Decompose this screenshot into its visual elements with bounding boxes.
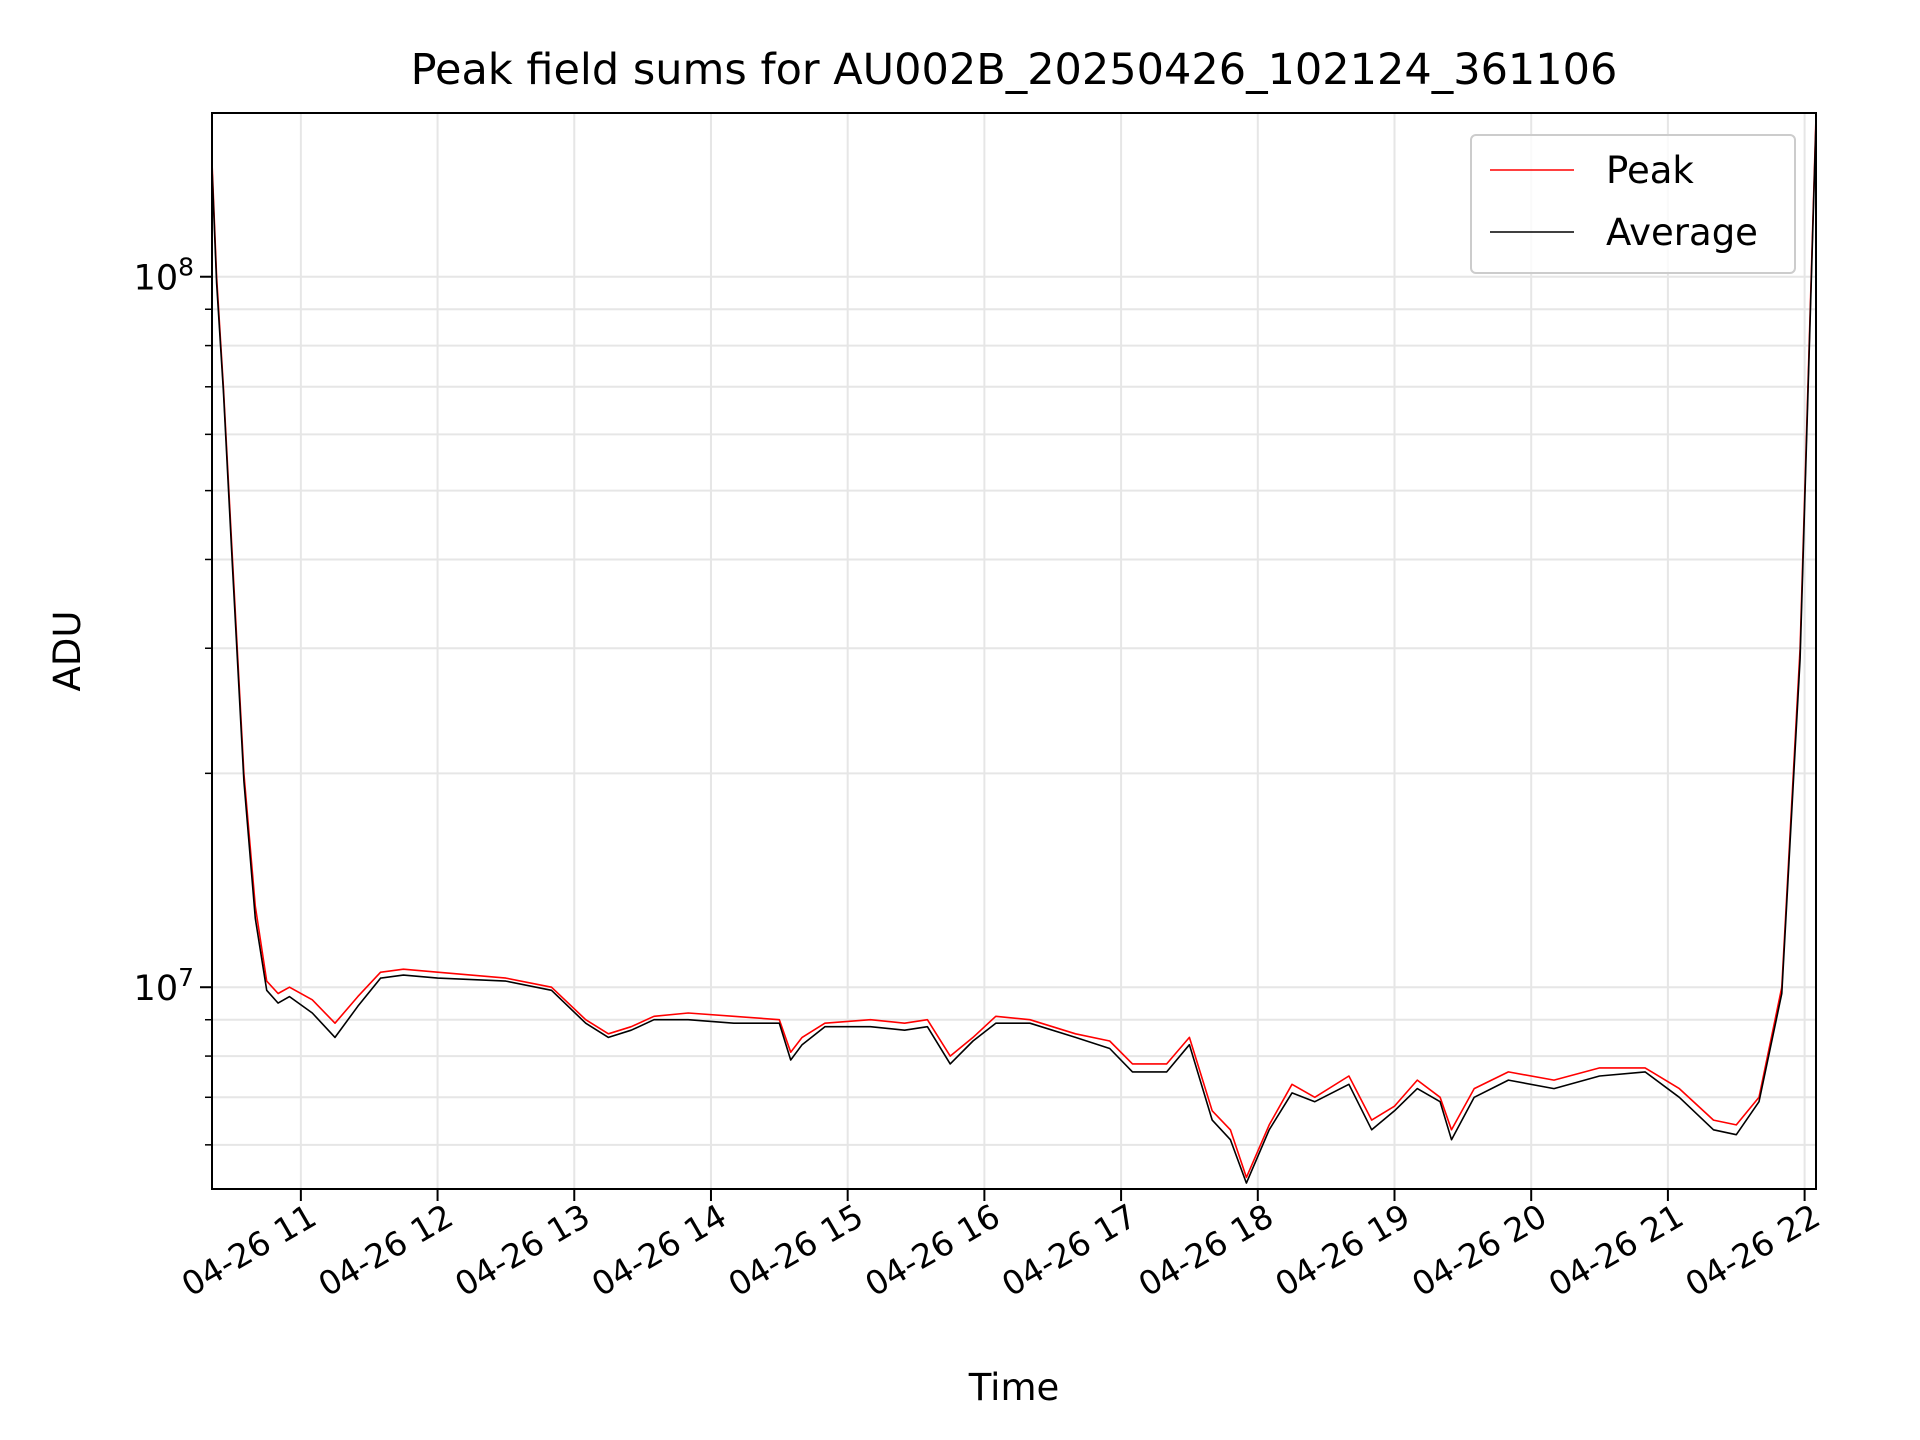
x-axis-label: Time bbox=[968, 1366, 1060, 1409]
y-tick-label-base: 10 bbox=[134, 259, 179, 299]
series-line-average bbox=[211, 122, 1817, 1184]
y-tick-label-base: 10 bbox=[134, 969, 179, 1009]
series-layer bbox=[211, 116, 1817, 1184]
chart-title: Peak field sums for AU002B_20250426_1021… bbox=[411, 45, 1618, 95]
series-line-peak bbox=[211, 116, 1817, 1179]
y-tick-label-exponent: 8 bbox=[178, 253, 194, 282]
legend-label-peak: Peak bbox=[1606, 149, 1694, 192]
y-tick-label: 108 bbox=[134, 253, 194, 299]
plot-frame bbox=[211, 112, 1817, 1190]
y-tick-label: 107 bbox=[134, 963, 194, 1009]
grid-layer bbox=[212, 113, 1816, 1189]
legend-label-average: Average bbox=[1606, 211, 1758, 254]
legend: Peak Average bbox=[1470, 134, 1796, 274]
y-axis-label: ADU bbox=[46, 611, 89, 692]
y-tick-label-exponent: 7 bbox=[178, 963, 194, 992]
